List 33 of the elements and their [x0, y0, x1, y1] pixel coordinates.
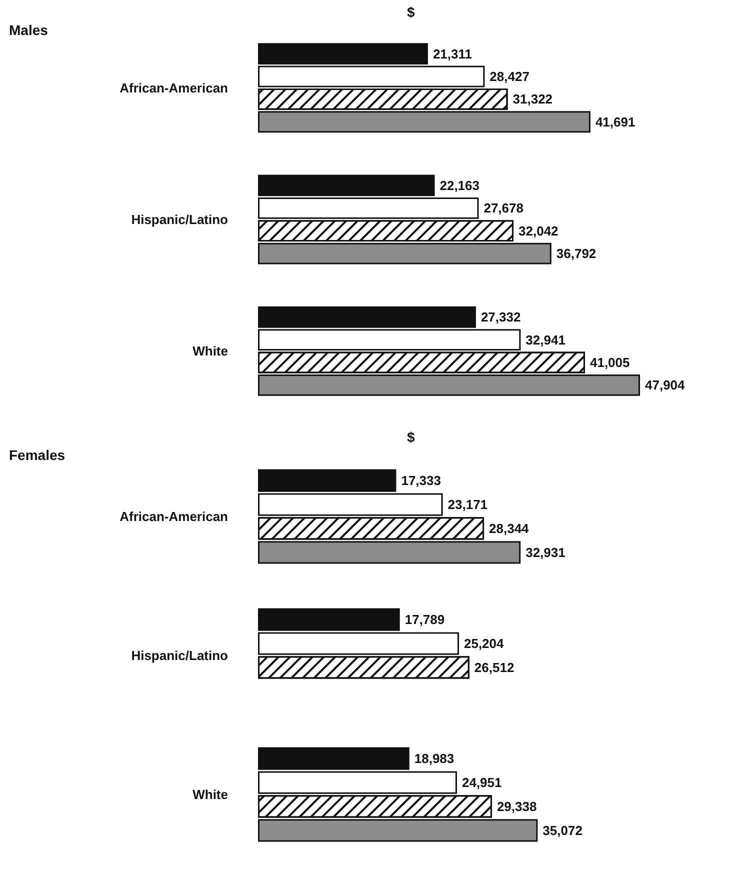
y-tick-label: African-American	[120, 80, 228, 96]
data-label: 35,072	[542, 822, 582, 838]
y-tick-label: Hispanic/Latino	[131, 212, 228, 227]
y-tick-label: African-American	[120, 509, 228, 524]
y-tick-label: White	[192, 344, 228, 359]
data-label: 23,171	[448, 497, 488, 512]
data-label: 32,931	[526, 544, 566, 560]
data-label: 41,691	[595, 114, 636, 130]
data-label: 31,322	[512, 92, 553, 107]
text: Females	[9, 447, 66, 463]
data-label: 28,427	[490, 68, 530, 84]
data-label: 22,163	[440, 178, 480, 193]
data-label: 24,951	[462, 775, 502, 790]
x-axis-title: $	[407, 4, 415, 20]
data-label: 27,678	[484, 200, 524, 216]
y-tick-label: White	[192, 787, 228, 802]
text: Males	[9, 22, 48, 38]
data-label: 25,204	[464, 636, 505, 652]
data-label: 27,332	[480, 310, 521, 325]
data-label: 18,983	[414, 751, 454, 766]
data-label: 21,311	[432, 46, 472, 62]
data-label: 29,338	[496, 798, 537, 814]
data-label: 17,789	[404, 612, 445, 628]
data-label: 36,792	[556, 246, 596, 262]
data-label: 28,344	[489, 520, 530, 536]
data-label: 17,333	[401, 473, 441, 488]
data-label: 26,512	[474, 660, 514, 675]
data-label: 32,941	[526, 332, 566, 348]
data-label: 41,005	[590, 355, 630, 370]
data-label: 47,904	[645, 378, 686, 393]
y-tick-label: Hispanic/Latino	[131, 648, 228, 663]
data-label: 32,042	[518, 223, 558, 238]
x-axis-title: $	[407, 429, 415, 445]
